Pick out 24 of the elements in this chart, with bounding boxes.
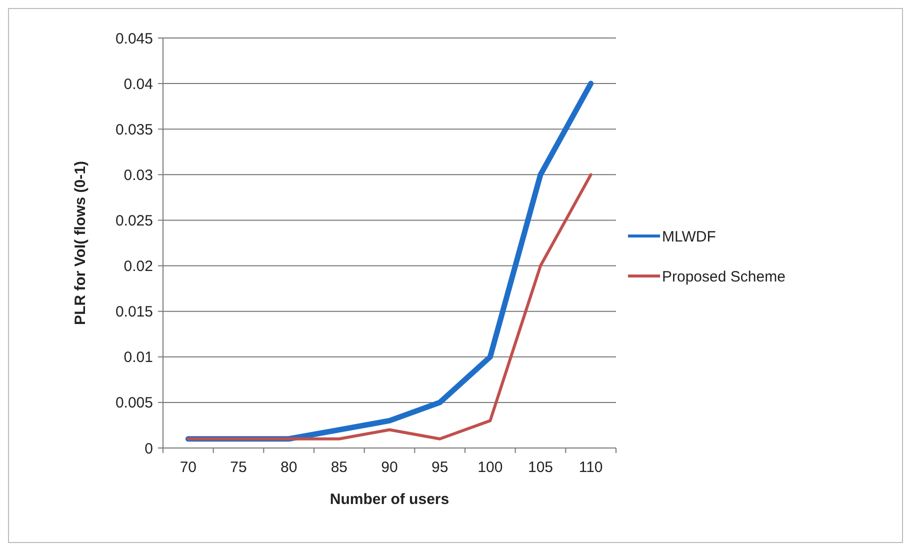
- x-tick-label: 80: [280, 459, 298, 476]
- legend-label: MLWDF: [662, 228, 716, 246]
- y-tick-label: 0.04: [124, 76, 153, 93]
- x-tick-label: 85: [330, 459, 348, 476]
- x-tick-label: 95: [431, 459, 448, 476]
- x-tick-label: 110: [578, 459, 603, 476]
- y-tick-label: 0.015: [115, 304, 153, 321]
- y-tick-label: 0.03: [124, 166, 153, 184]
- x-tick-label: 105: [528, 459, 554, 476]
- y-tick-label: 0.005: [115, 394, 153, 412]
- x-tick-label: 90: [381, 459, 398, 476]
- y-tick-label: 0: [144, 440, 153, 458]
- legend-label: Proposed Scheme: [662, 268, 786, 286]
- x-tick-label: 75: [230, 459, 247, 476]
- x-tick-label: 70: [180, 459, 197, 476]
- y-tick-label: 0.01: [124, 349, 153, 366]
- x-tick-label: 100: [478, 459, 503, 476]
- y-tick-label: 0.035: [115, 121, 153, 138]
- y-axis-title: PLR for VoI( flows (0-1): [72, 161, 89, 325]
- y-tick-label: 0.025: [115, 212, 153, 230]
- x-axis-title: Number of users: [330, 491, 450, 508]
- y-tick-label: 0.045: [115, 30, 153, 48]
- line-series: [186, 173, 592, 440]
- y-tick-label: 0.02: [124, 258, 153, 276]
